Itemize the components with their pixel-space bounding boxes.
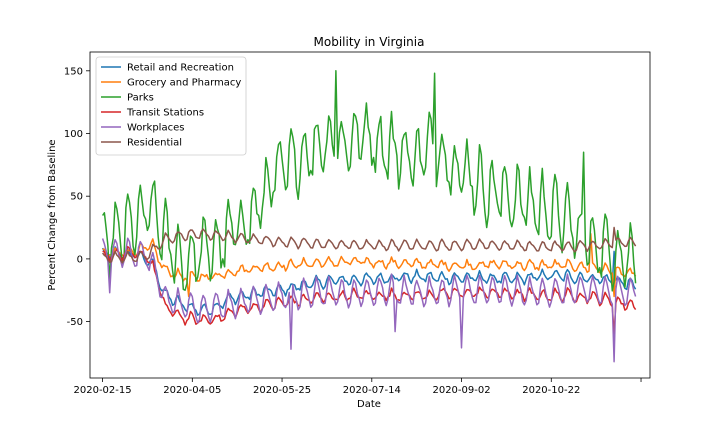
series-line-1 xyxy=(102,233,637,298)
y-tick-label: 0 xyxy=(77,254,83,265)
legend-label: Transit Stations xyxy=(126,108,204,119)
legend-label: Workplaces xyxy=(127,123,184,134)
x-tick-label: 2020-09-02 xyxy=(432,385,490,396)
y-axis: -50 0 50 100 150 xyxy=(64,66,90,328)
series-line-5 xyxy=(101,226,637,264)
legend-label: Retail and Recreation xyxy=(127,63,234,74)
x-tick-label: 2020-02-15 xyxy=(74,385,132,396)
series-line-0 xyxy=(101,246,637,316)
x-tick-label: 2020-04-05 xyxy=(163,385,221,396)
y-tick-label: 100 xyxy=(64,129,83,140)
chart-title: Mobility in Virginia xyxy=(314,35,425,49)
y-tick-label: 50 xyxy=(70,192,83,203)
series-layer xyxy=(101,70,637,363)
y-tick-label: -50 xyxy=(67,317,83,328)
legend-label: Parks xyxy=(127,93,154,104)
legend: Retail and Recreation Grocery and Pharmac… xyxy=(95,56,247,156)
x-axis: 2020-02-15 2020-04-05 2020-05-25 2020-07-14… xyxy=(74,378,642,396)
y-axis-label: Percent Change from Baseline xyxy=(47,139,58,290)
x-axis-label: Date xyxy=(357,399,381,410)
y-tick-label: 150 xyxy=(64,66,83,77)
legend-label: Residential xyxy=(127,138,182,149)
x-tick-label: 2020-10-22 xyxy=(522,385,580,396)
x-tick-label: 2020-05-25 xyxy=(253,385,311,396)
x-tick-label: 2020-07-14 xyxy=(343,385,401,396)
series-line-4 xyxy=(101,237,637,363)
plot-frame xyxy=(89,51,651,379)
series-line-2 xyxy=(101,70,637,292)
legend-box xyxy=(95,56,247,156)
legend-label: Grocery and Pharmacy xyxy=(127,78,241,89)
